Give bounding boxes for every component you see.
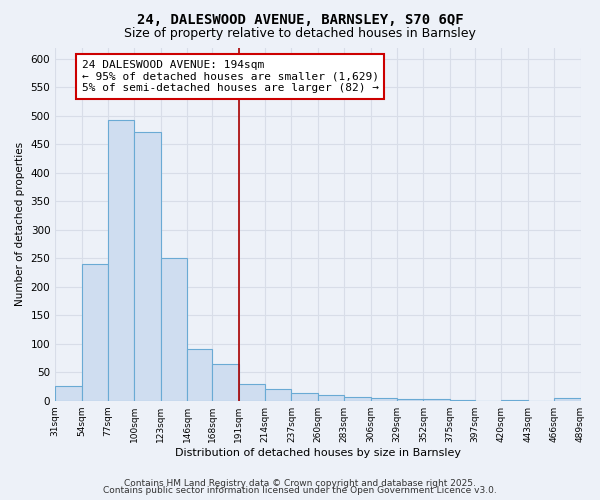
- Text: Contains public sector information licensed under the Open Government Licence v3: Contains public sector information licen…: [103, 486, 497, 495]
- Bar: [344, 396, 371, 400]
- Bar: [239, 384, 265, 400]
- Bar: [554, 398, 581, 400]
- Bar: [318, 395, 344, 400]
- Bar: [292, 392, 318, 400]
- Bar: [134, 132, 161, 400]
- X-axis label: Distribution of detached houses by size in Barnsley: Distribution of detached houses by size …: [175, 448, 461, 458]
- Bar: [108, 120, 134, 400]
- Bar: [397, 399, 424, 400]
- Bar: [212, 364, 239, 401]
- Bar: [187, 350, 212, 401]
- Y-axis label: Number of detached properties: Number of detached properties: [15, 142, 25, 306]
- Bar: [55, 386, 82, 400]
- Text: 24 DALESWOOD AVENUE: 194sqm
← 95% of detached houses are smaller (1,629)
5% of s: 24 DALESWOOD AVENUE: 194sqm ← 95% of det…: [82, 60, 379, 93]
- Bar: [424, 399, 450, 400]
- Text: 24, DALESWOOD AVENUE, BARNSLEY, S70 6QF: 24, DALESWOOD AVENUE, BARNSLEY, S70 6QF: [137, 12, 463, 26]
- Bar: [82, 264, 108, 400]
- Text: Contains HM Land Registry data © Crown copyright and database right 2025.: Contains HM Land Registry data © Crown c…: [124, 478, 476, 488]
- Bar: [161, 258, 187, 400]
- Text: Size of property relative to detached houses in Barnsley: Size of property relative to detached ho…: [124, 28, 476, 40]
- Bar: [265, 390, 292, 400]
- Bar: [371, 398, 397, 400]
